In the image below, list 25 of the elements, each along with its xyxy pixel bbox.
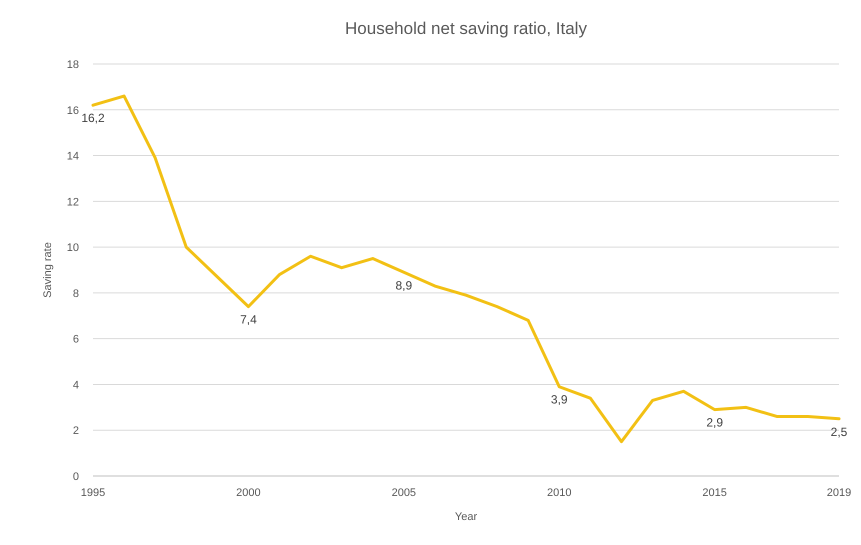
y-tick-label: 0	[72, 471, 79, 483]
data-label: 7,4	[240, 312, 258, 327]
x-tick-label: 2005	[392, 487, 416, 499]
y-tick-label: 14	[66, 150, 79, 163]
x-axis-title: Year	[454, 511, 478, 523]
x-tick-label: 2015	[702, 487, 727, 499]
data-label: 3,9	[550, 392, 568, 407]
y-tick-label: 8	[72, 288, 79, 300]
x-tick-label: 2000	[236, 487, 261, 499]
data-label: 2,9	[706, 416, 724, 430]
y-tick-label: 18	[66, 59, 79, 71]
data-label: 2,5	[830, 424, 848, 439]
y-tick-label: 12	[66, 196, 79, 208]
x-tick-label: 1995	[80, 487, 106, 499]
y-tick-label: 10	[66, 242, 79, 254]
x-tick-label: 2010	[547, 487, 572, 499]
y-tick-label: 16	[66, 104, 79, 117]
data-label: 16,2	[81, 111, 105, 126]
chart-title: Household net saving ratio, Italy	[345, 19, 588, 38]
y-axis-title: Saving rate	[42, 242, 54, 298]
y-tick-label: 2	[72, 425, 79, 438]
x-tick-label: 2019	[826, 487, 852, 499]
data-label: 8,9	[395, 278, 412, 292]
y-tick-label: 6	[72, 334, 79, 346]
y-tick-label: 4	[72, 379, 79, 392]
